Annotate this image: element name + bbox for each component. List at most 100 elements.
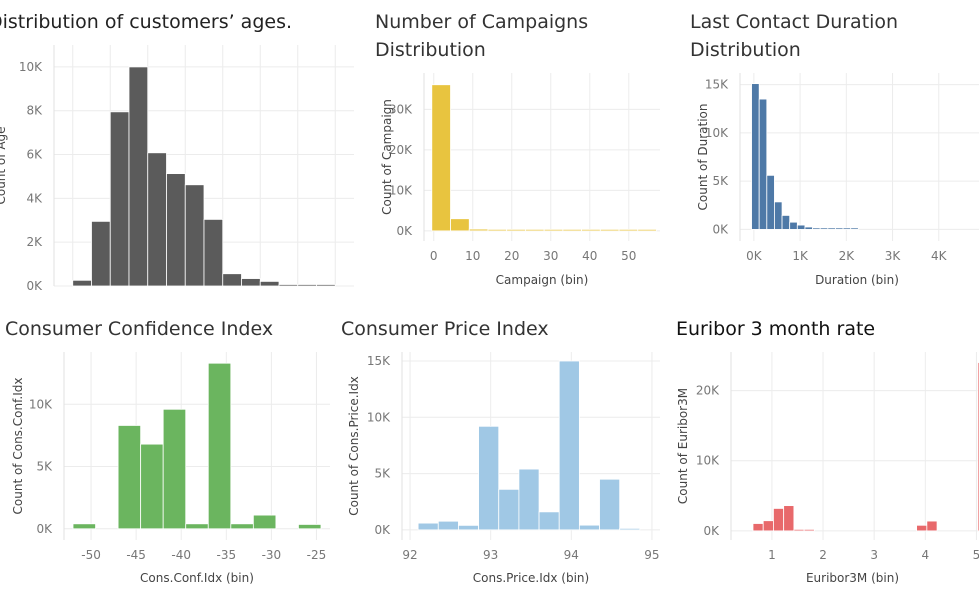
bar bbox=[458, 524, 479, 531]
chart-duration: Last Contact Duration Distribution 0K 5K 1… bbox=[655, 0, 979, 300]
bar bbox=[543, 228, 564, 232]
y-axis-title: Count of Campaign bbox=[380, 99, 394, 215]
y-axis-title: Count of Cons.Price.Idx bbox=[347, 376, 361, 516]
x-tick-label: 10 bbox=[465, 249, 480, 263]
bar bbox=[835, 227, 844, 230]
bar bbox=[478, 425, 500, 531]
bar bbox=[637, 228, 657, 232]
bar bbox=[793, 528, 805, 532]
x-tick-label: 30 bbox=[543, 249, 558, 263]
bar bbox=[558, 360, 580, 531]
x-tick-label: 4K bbox=[931, 249, 948, 263]
y-axis-title: Count of Cons.Conf.Idx bbox=[11, 378, 25, 515]
y-tick-label: 15K bbox=[367, 354, 391, 368]
bar bbox=[842, 227, 852, 230]
bar bbox=[91, 220, 111, 287]
x-axis-title: Euribor3M (bin) bbox=[806, 571, 899, 585]
bar bbox=[789, 221, 798, 230]
bar bbox=[751, 83, 760, 230]
x-tick-label: -35 bbox=[217, 548, 237, 562]
bar bbox=[538, 511, 560, 531]
x-tick-label: 20 bbox=[504, 249, 519, 263]
x-tick-label: 2K bbox=[839, 249, 856, 263]
bar bbox=[72, 523, 96, 530]
y-tick-label: 6K bbox=[26, 148, 43, 162]
y-tick-label: 30K bbox=[389, 102, 413, 116]
chart-title: Euribor 3 month rate bbox=[676, 318, 876, 340]
bar bbox=[437, 520, 459, 531]
x-tick-label: 5 bbox=[973, 548, 979, 562]
bar bbox=[581, 228, 601, 232]
y-axis-title: Count of Duration bbox=[696, 104, 710, 211]
y-tick-label: 5K bbox=[712, 174, 729, 188]
bar bbox=[117, 425, 142, 530]
y-tick-label: 0K bbox=[396, 224, 413, 238]
chart-title: Consumer Price Index bbox=[341, 318, 549, 340]
bar bbox=[128, 66, 149, 287]
bar bbox=[162, 408, 187, 530]
y-tick-label: 0K bbox=[36, 522, 53, 536]
bar bbox=[207, 362, 232, 530]
chart-title: Last Contact Duration Distribution bbox=[690, 11, 899, 61]
bar bbox=[977, 362, 979, 532]
x-tick-label: 0K bbox=[746, 249, 763, 263]
bar bbox=[926, 520, 938, 532]
y-tick-label: 5K bbox=[36, 460, 53, 474]
chart-title: Consumer Confidence Index bbox=[5, 318, 274, 340]
y-tick-label: 10K bbox=[696, 454, 720, 468]
bar bbox=[599, 478, 621, 531]
bar bbox=[819, 227, 829, 230]
bar bbox=[774, 201, 783, 230]
chart-campaign: Number of Campaigns Distribution 0K 10K 20… bbox=[340, 0, 670, 300]
bar bbox=[316, 284, 336, 287]
bar bbox=[758, 98, 768, 230]
bar bbox=[562, 228, 582, 232]
x-tick-label: 40 bbox=[582, 249, 597, 263]
x-tick-label: -40 bbox=[171, 548, 191, 562]
x-tick-label: 92 bbox=[402, 548, 417, 562]
x-axis-title: Cons.Conf.Idx (bin) bbox=[140, 571, 254, 585]
x-tick-label: 1K bbox=[792, 249, 809, 263]
bar bbox=[812, 227, 821, 230]
y-tick-label: 20K bbox=[389, 143, 413, 157]
bar bbox=[230, 523, 254, 530]
y-tick-label: 0K bbox=[703, 524, 720, 538]
y-tick-label: 0K bbox=[26, 279, 43, 293]
y-tick-label: 5K bbox=[374, 467, 391, 481]
bar bbox=[278, 284, 299, 287]
y-tick-label: 10K bbox=[367, 410, 391, 424]
y-tick-label: 4K bbox=[26, 191, 43, 205]
bar bbox=[203, 218, 224, 287]
bar bbox=[619, 527, 641, 531]
chart-title: Number of Campaigns Distribution bbox=[375, 11, 589, 61]
bar bbox=[241, 278, 261, 287]
bar bbox=[184, 184, 205, 287]
x-tick-label: 94 bbox=[564, 548, 579, 562]
bar bbox=[783, 505, 795, 532]
x-axis-title: Campaign (bin) bbox=[496, 273, 589, 287]
y-tick-label: 0K bbox=[374, 523, 391, 537]
bar bbox=[506, 228, 526, 232]
bar bbox=[752, 523, 764, 532]
bar bbox=[525, 228, 545, 232]
y-axis-title: Count of Age bbox=[0, 126, 8, 204]
bar bbox=[450, 218, 470, 232]
chart-cons-conf: Consumer Confidence Index 0K 5K 10K -50 -45 -… bbox=[0, 300, 340, 599]
bar bbox=[766, 174, 775, 230]
x-tick-label: 2 bbox=[819, 548, 827, 562]
bar bbox=[518, 468, 540, 531]
bar bbox=[109, 111, 130, 287]
bar bbox=[259, 280, 280, 287]
x-tick-label: -45 bbox=[126, 548, 146, 562]
x-tick-label: 95 bbox=[644, 548, 659, 562]
bar bbox=[222, 273, 242, 287]
bar bbox=[781, 215, 791, 230]
y-tick-label: 10K bbox=[705, 126, 729, 140]
y-tick-label: 20K bbox=[696, 384, 720, 398]
bar bbox=[431, 84, 451, 232]
bar bbox=[827, 227, 836, 230]
y-tick-label: 10K bbox=[29, 397, 53, 411]
chart-euribor: Euribor 3 month rate 0K 10K 20K 1 2 3 4 5 Count … bbox=[655, 300, 979, 599]
x-axis-title: Cons.Price.Idx (bin) bbox=[473, 571, 589, 585]
x-axis-title: Duration (bin) bbox=[815, 273, 899, 287]
